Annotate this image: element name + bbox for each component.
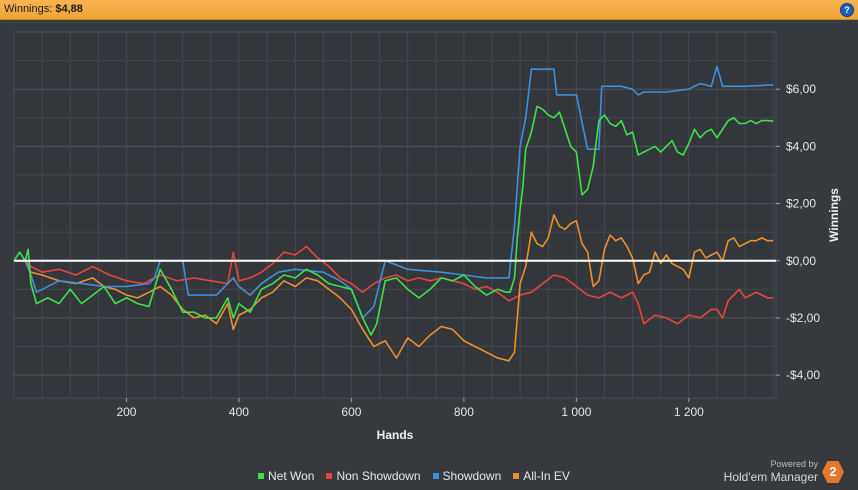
y-axis-label: Winnings (827, 188, 841, 242)
grid (14, 31, 776, 398)
x-tick-label: 400 (229, 405, 249, 419)
y-tick-label: $2,00 (786, 197, 816, 211)
series-line-all-in-ev (14, 214, 774, 362)
help-icon[interactable]: ? (840, 3, 854, 17)
y-tick-label: $4,00 (786, 139, 816, 153)
brand-name: Hold'em Manager (723, 470, 818, 484)
legend-label: All-In EV (523, 469, 570, 483)
legend-label: Net Won (268, 469, 315, 483)
winnings-value: $4,88 (55, 3, 83, 15)
winnings-label: Winnings: (4, 3, 53, 15)
legend-label: Showdown (442, 469, 502, 483)
legend-item-non-showdown[interactable]: Non Showdown (326, 469, 421, 483)
legend-swatch (326, 473, 333, 479)
winnings-summary: Winnings: $4,88 (4, 3, 83, 15)
legend: Net Won Non Showdown Showdown All-In EV (258, 469, 570, 483)
summary-bar: Winnings: $4,88 ? (0, 0, 858, 20)
hm2-logo-icon: 2 (822, 461, 844, 483)
series-lines (13, 65, 776, 362)
series-line-net-won (13, 105, 774, 336)
tick-labels: 200 400 600 800 1 000 1 200 $6,00 $4,00 $2,00 $0,… (116, 82, 820, 419)
legend-label: Non Showdown (336, 469, 421, 483)
powered-by-text: Powered by (770, 459, 818, 469)
x-tick-label: 600 (341, 405, 361, 419)
legend-item-showdown[interactable]: Showdown (432, 469, 502, 483)
winnings-chart: 200 400 600 800 1 000 1 200 $6,00 $4,00 $2,00 $0,… (13, 31, 841, 442)
x-tick-label: 200 (116, 405, 136, 419)
y-tick-label: $6,00 (786, 82, 816, 96)
x-tick-label: 1 000 (561, 405, 591, 419)
plot-area (13, 31, 777, 399)
legend-swatch (513, 473, 520, 479)
y-tick-label: -$4,00 (786, 368, 820, 382)
x-tick-label: 1 200 (674, 405, 704, 419)
y-tick-label: -$2,00 (786, 311, 820, 325)
series-line-showdown (14, 65, 774, 319)
legend-swatch (432, 473, 439, 479)
legend-swatch (258, 473, 264, 479)
x-tick-label: 800 (454, 405, 474, 419)
legend-item-net-won[interactable]: Net Won (258, 469, 314, 483)
legend-item-all-in-ev[interactable]: All-In EV (513, 469, 570, 483)
y-tick-label: $0,00 (786, 254, 816, 268)
x-axis-label: Hands (377, 428, 414, 442)
